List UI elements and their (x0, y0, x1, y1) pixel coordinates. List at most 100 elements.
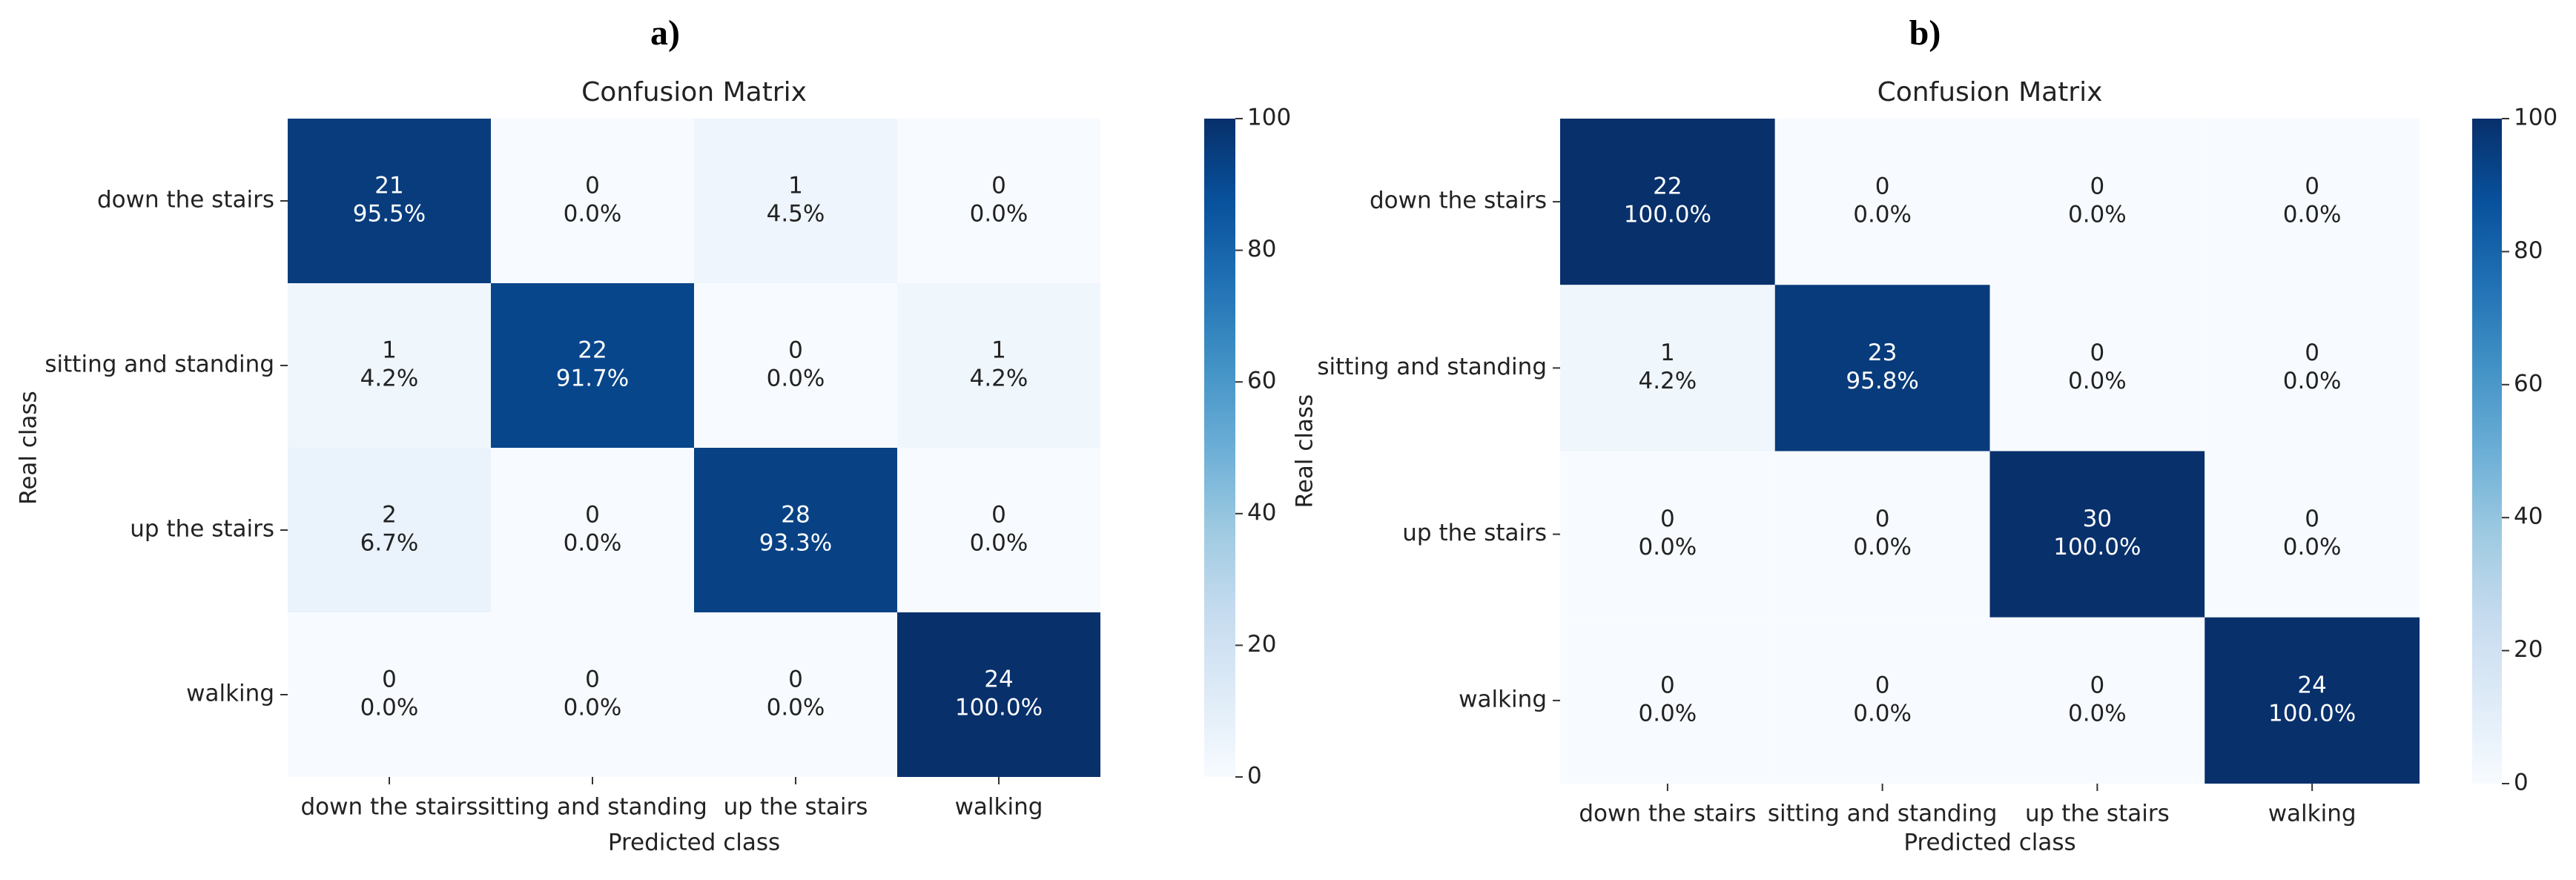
colorbar-tick-label: 40 (1247, 499, 1276, 526)
heatmap-cell (1774, 285, 1990, 451)
cell-percent: 4.2% (360, 365, 419, 392)
cell-count: 28 (781, 502, 810, 529)
y-tick-label: walking (186, 681, 274, 707)
cell-count: 0 (585, 666, 600, 693)
heatmap-cell (1774, 119, 1990, 285)
cell-count: 0 (382, 666, 397, 693)
cell-count: 30 (2083, 506, 2112, 532)
cell-percent: 4.2% (1638, 368, 1697, 394)
heatmap-cell (1560, 451, 1775, 618)
cell-percent: 0.0% (1853, 202, 1912, 228)
cell-percent: 0.0% (2283, 534, 2342, 560)
cell-count: 0 (2090, 340, 2105, 366)
cell-percent: 100.0% (955, 695, 1043, 721)
cell-count: 21 (374, 173, 403, 199)
cell-count: 0 (1660, 506, 1675, 532)
heatmap-cell (288, 283, 491, 448)
cell-percent: 0.0% (2068, 700, 2127, 727)
heatmap-cell (1774, 451, 1990, 618)
colorbar-tick-label: 80 (1247, 236, 1276, 262)
cell-percent: 4.2% (970, 365, 1028, 392)
heatmap-cell (491, 612, 694, 777)
colorbar-tick-label: 100 (1247, 105, 1291, 131)
panel-label: b) (1909, 13, 1941, 53)
y-axis-label: Real class (1292, 394, 1318, 509)
cell-percent: 0.0% (970, 201, 1028, 228)
colorbar-tick-label: 20 (1247, 631, 1276, 658)
cell-count: 0 (991, 502, 1006, 529)
cell-percent: 100.0% (2053, 534, 2141, 560)
heatmap-cell (694, 283, 897, 448)
heatmap-cell (2205, 617, 2420, 784)
cell-count: 0 (585, 502, 600, 529)
heatmap-cell (288, 448, 491, 612)
heatmap-cell (491, 119, 694, 283)
cell-count: 22 (1653, 173, 1682, 200)
cell-percent: 0.0% (2283, 368, 2342, 394)
y-tick-label: down the stairs (1370, 188, 1547, 214)
cell-count: 0 (1875, 173, 1890, 200)
y-tick-label: sitting and standing (1317, 354, 1547, 380)
colorbar-tick-label: 60 (1247, 368, 1276, 394)
cell-count: 0 (1660, 672, 1675, 698)
cell-count: 0 (2090, 173, 2105, 200)
cell-percent: 0.0% (2283, 202, 2342, 228)
cell-count: 0 (991, 173, 1006, 199)
cell-percent: 91.7% (556, 365, 629, 392)
colorbar-tick-label: 20 (2514, 636, 2543, 663)
cell-percent: 100.0% (2268, 700, 2356, 727)
cell-count: 23 (1868, 340, 1897, 366)
x-tick-label: sitting and standing (478, 794, 707, 821)
cell-count: 0 (1875, 672, 1890, 698)
x-tick-label: down the stairs (1579, 801, 1756, 827)
heatmap-cell (897, 283, 1100, 448)
cell-count: 24 (984, 666, 1013, 693)
cell-percent: 0.0% (1853, 534, 1912, 560)
x-tick-label: up the stairs (2025, 801, 2170, 827)
colorbar-tick-label: 100 (2514, 105, 2557, 131)
y-tick-label: down the stairs (97, 187, 274, 214)
cell-percent: 0.0% (1638, 700, 1697, 727)
heatmap-cell (1560, 285, 1775, 451)
cell-percent: 0.0% (970, 530, 1028, 557)
heatmap-cell (491, 283, 694, 448)
x-tick-label: down the stairs (300, 794, 478, 821)
heatmap-cell (897, 448, 1100, 612)
colorbar-tick-label: 40 (2514, 503, 2543, 530)
heatmap-cell (694, 448, 897, 612)
x-axis-label: Predicted class (608, 830, 780, 856)
heatmap-cell (2205, 119, 2420, 285)
heatmap-cell (897, 119, 1100, 283)
heatmap-cell (288, 612, 491, 777)
colorbar-tick-label: 0 (1247, 763, 1262, 790)
heatmap-cell (1989, 285, 2205, 451)
x-tick-label: up the stairs (724, 794, 868, 821)
cell-percent: 0.0% (1853, 700, 1912, 727)
cell-percent: 6.7% (360, 530, 419, 557)
cell-count: 1 (382, 337, 397, 364)
cell-count: 2 (382, 502, 397, 529)
heatmap-cell (1989, 617, 2205, 784)
y-axis-label: Real class (16, 391, 42, 505)
x-tick-label: sitting and standing (1768, 801, 1998, 827)
cell-count: 0 (1875, 506, 1890, 532)
cell-percent: 0.0% (564, 695, 622, 721)
cell-count: 0 (788, 337, 803, 364)
cell-count: 24 (2297, 672, 2326, 698)
cell-count: 0 (585, 173, 600, 199)
cell-count: 0 (2305, 173, 2319, 200)
heatmap-cell (288, 119, 491, 283)
cell-percent: 0.0% (564, 201, 622, 228)
cell-count: 1 (788, 173, 803, 199)
cell-count: 1 (1660, 340, 1675, 366)
chart-title: Confusion Matrix (581, 77, 807, 107)
cell-percent: 4.5% (767, 201, 825, 228)
colorbar-tick-label: 60 (2514, 370, 2543, 397)
heatmap-cell (1560, 617, 1775, 784)
cell-percent: 0.0% (767, 695, 825, 721)
cell-percent: 95.5% (353, 201, 426, 228)
cell-count: 1 (991, 337, 1006, 364)
y-tick-label: walking (1459, 686, 1547, 712)
x-tick-label: walking (2268, 801, 2357, 827)
